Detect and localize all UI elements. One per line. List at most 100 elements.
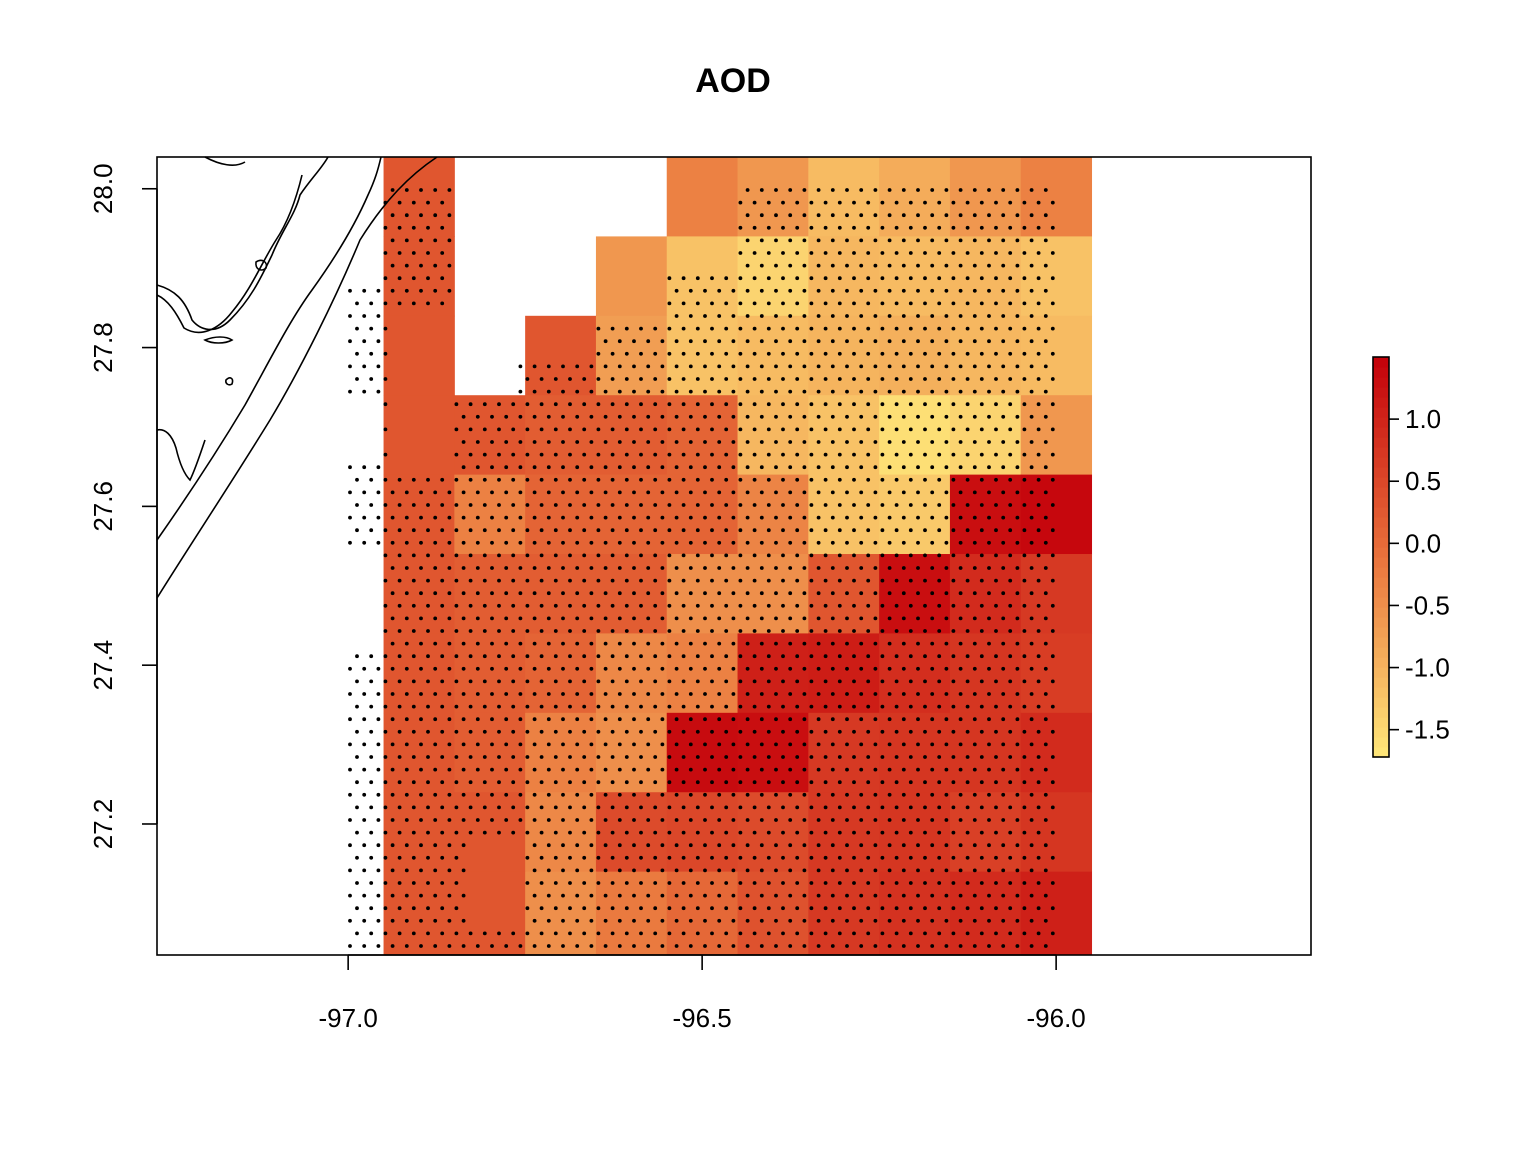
observation-point: [1050, 200, 1055, 205]
observation-point: [639, 377, 643, 381]
observation-point: [1043, 540, 1048, 545]
heatmap-cell: [595, 236, 668, 317]
observation-point: [447, 818, 452, 822]
observation-point: [958, 389, 963, 394]
heatmap-cell: [737, 474, 809, 555]
observation-point: [738, 377, 743, 381]
observation-point: [951, 805, 956, 810]
observation-point: [710, 906, 714, 911]
observation-point: [859, 288, 864, 293]
heatmap-cell: [666, 474, 739, 555]
observation-point: [958, 868, 963, 873]
observation-point: [837, 629, 842, 633]
observation-point: [1008, 679, 1013, 684]
observation-point: [766, 603, 771, 608]
observation-point: [916, 717, 920, 722]
observation-point: [852, 830, 856, 835]
observation-point: [461, 792, 466, 797]
observation-point: [362, 893, 367, 898]
observation-point: [788, 339, 793, 344]
observation-point: [1015, 213, 1020, 218]
colorbar-swatch: [1373, 487, 1389, 498]
observation-point: [965, 755, 970, 759]
observation-point: [468, 402, 473, 407]
observation-point: [447, 868, 452, 873]
observation-point: [632, 868, 636, 873]
observation-point: [987, 263, 991, 268]
observation-point: [738, 931, 743, 936]
observation-point: [717, 742, 722, 747]
observation-point: [837, 805, 842, 810]
observation-point: [688, 742, 693, 747]
colorbar-swatch: [1373, 707, 1389, 718]
observation-point: [667, 452, 672, 457]
observation-point: [866, 452, 871, 457]
observation-point: [901, 465, 906, 470]
observation-point: [610, 452, 615, 457]
observation-point: [781, 603, 785, 608]
observation-point: [823, 805, 828, 810]
observation-point: [596, 755, 601, 759]
observation-point: [688, 515, 693, 520]
observation-point: [1022, 805, 1027, 810]
observation-point: [667, 553, 672, 558]
observation-point: [632, 843, 636, 848]
observation-point: [880, 326, 885, 331]
observation-point: [369, 729, 374, 734]
observation-point: [774, 490, 778, 495]
observation-point: [710, 855, 714, 860]
observation-point: [752, 755, 757, 759]
observation-point: [894, 931, 899, 936]
observation-point: [553, 427, 558, 432]
observation-point: [774, 389, 778, 394]
observation-point: [965, 200, 970, 205]
observation-point: [383, 301, 388, 306]
observation-point: [688, 540, 693, 545]
observation-point: [1036, 200, 1041, 205]
observation-point: [852, 906, 856, 911]
observation-point: [610, 704, 615, 709]
observation-point: [497, 503, 501, 507]
observation-point: [866, 528, 871, 533]
observation-point: [944, 591, 949, 596]
observation-point: [511, 830, 516, 835]
observation-point: [546, 792, 551, 797]
observation-point: [397, 603, 402, 608]
observation-point: [830, 566, 835, 570]
colorbar-swatch: [1373, 497, 1389, 508]
observation-point: [866, 603, 871, 608]
observation-point: [923, 881, 927, 885]
coastline-outer-shore: [156, 156, 438, 599]
observation-point: [589, 364, 594, 369]
observation-point: [553, 881, 558, 885]
observation-point: [582, 629, 587, 633]
observation-point: [468, 528, 473, 533]
observation-point: [731, 868, 736, 873]
observation-point: [887, 238, 892, 243]
observation-point: [788, 364, 793, 369]
observation-point: [852, 477, 856, 482]
observation-point: [809, 301, 814, 306]
observation-point: [845, 263, 849, 268]
observation-point: [475, 540, 480, 545]
observation-point: [816, 868, 821, 873]
observation-point: [1015, 238, 1020, 243]
observation-points: [348, 188, 1055, 948]
observation-point: [695, 427, 700, 432]
observation-point: [653, 780, 658, 785]
observation-point: [383, 906, 388, 911]
observation-point: [923, 805, 927, 810]
observation-point: [738, 225, 743, 230]
observation-point: [348, 339, 352, 344]
observation-point: [745, 540, 750, 545]
observation-point: [951, 301, 956, 306]
observation-point: [1050, 377, 1055, 381]
observation-point: [965, 276, 970, 281]
observation-point: [894, 881, 899, 885]
observation-point: [348, 717, 352, 722]
observation-point: [994, 225, 998, 230]
observation-point: [987, 314, 991, 318]
observation-point: [404, 213, 409, 218]
observation-point: [525, 729, 530, 734]
observation-point: [1001, 742, 1006, 747]
